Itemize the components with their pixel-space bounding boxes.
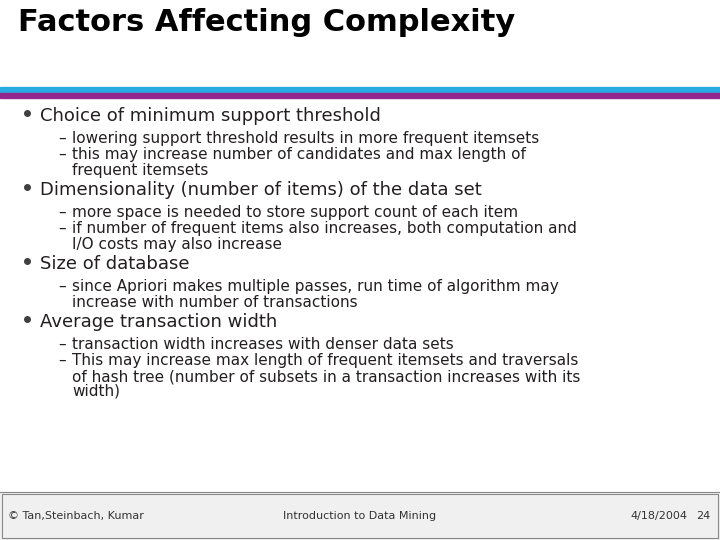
Text: this may increase number of candidates and max length of: this may increase number of candidates a… [72, 147, 526, 162]
Bar [0, 93, 720, 98]
Text: –: – [58, 131, 66, 146]
Text: transaction width increases with denser data sets: transaction width increases with denser … [72, 337, 454, 352]
Text: 24: 24 [696, 511, 710, 521]
Text: –: – [58, 147, 66, 162]
Text: lowering support threshold results in more frequent itemsets: lowering support threshold results in mo… [72, 131, 539, 146]
Text: This may increase max length of frequent itemsets and traversals: This may increase max length of frequent… [72, 353, 578, 368]
Text: –: – [58, 221, 66, 236]
Bar [0, 492, 720, 540]
Text: –: – [58, 337, 66, 352]
Bar [0, 87, 720, 93]
Text: of hash tree (number of subsets in a transaction increases with its: of hash tree (number of subsets in a tra… [72, 369, 580, 384]
Text: –: – [58, 279, 66, 294]
Text: I/O costs may also increase: I/O costs may also increase [72, 237, 282, 252]
Text: Average transaction width: Average transaction width [40, 313, 277, 331]
Text: width): width) [72, 383, 120, 398]
Text: increase with number of transactions: increase with number of transactions [72, 295, 358, 310]
Text: frequent itemsets: frequent itemsets [72, 163, 208, 178]
Text: © Tan,Steinbach, Kumar: © Tan,Steinbach, Kumar [8, 511, 144, 521]
Text: more space is needed to store support count of each item: more space is needed to store support co… [72, 205, 518, 220]
Text: Introduction to Data Mining: Introduction to Data Mining [284, 511, 436, 521]
Text: 4/18/2004: 4/18/2004 [630, 511, 687, 521]
Text: –: – [58, 205, 66, 220]
Text: Choice of minimum support threshold: Choice of minimum support threshold [40, 107, 381, 125]
Text: if number of frequent items also increases, both computation and: if number of frequent items also increas… [72, 221, 577, 236]
Text: Dimensionality (number of items) of the data set: Dimensionality (number of items) of the … [40, 181, 482, 199]
Text: Factors Affecting Complexity: Factors Affecting Complexity [18, 8, 516, 37]
Bar [2, 494, 718, 538]
Text: since Apriori makes multiple passes, run time of algorithm may: since Apriori makes multiple passes, run… [72, 279, 559, 294]
Text: –: – [58, 353, 66, 368]
Text: Size of database: Size of database [40, 255, 189, 273]
